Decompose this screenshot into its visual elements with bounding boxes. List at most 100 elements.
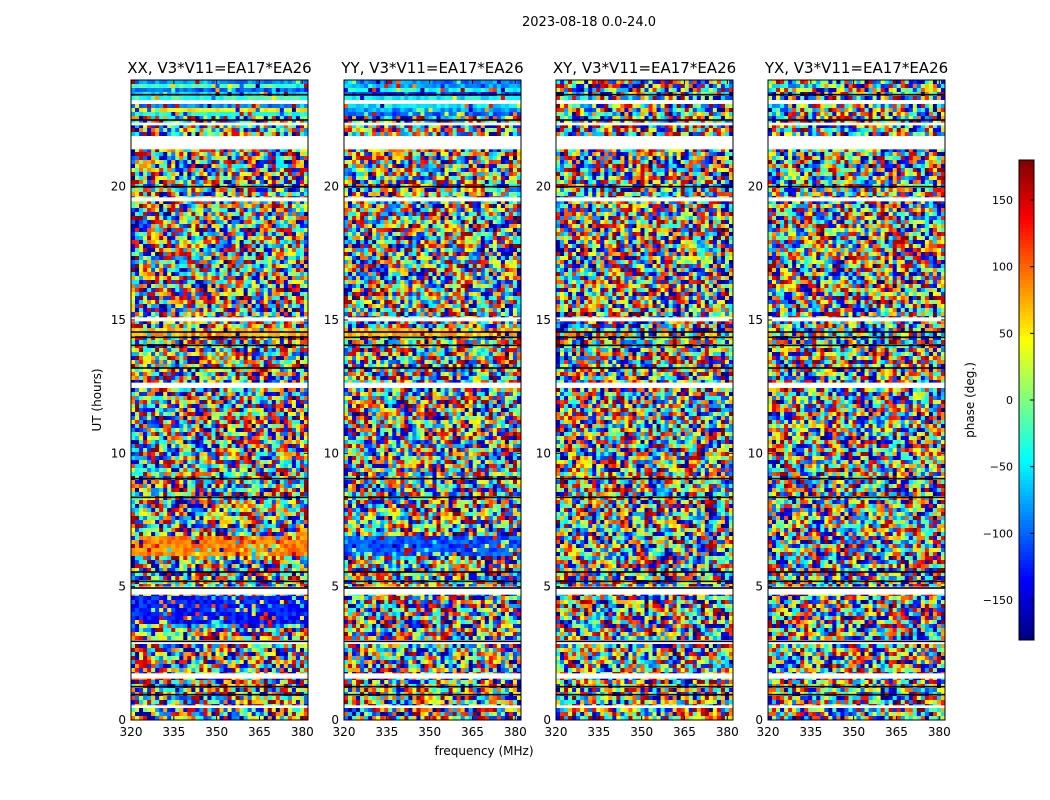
phase-image bbox=[344, 80, 521, 720]
x-tick-label: 335 bbox=[162, 725, 185, 739]
panel-frame bbox=[555, 79, 734, 721]
colorbar-segment bbox=[1019, 592, 1034, 597]
y-tick-label: 0 bbox=[543, 713, 551, 727]
colorbar-segment bbox=[1019, 188, 1034, 193]
panels: XX, V3*V11=EA17*EA26 320 335 350 365 380 0 5 10 1… bbox=[111, 59, 951, 739]
colorbar-segment bbox=[1019, 552, 1034, 557]
colorbar-segment bbox=[1019, 212, 1034, 217]
colorbar-segment bbox=[1019, 584, 1034, 589]
colorbar-segment bbox=[1019, 532, 1034, 537]
x-tick-label: 350 bbox=[418, 725, 441, 739]
colorbar-segment bbox=[1019, 560, 1034, 565]
colorbar-tick-label: 0 bbox=[1006, 394, 1013, 407]
colorbar-segment bbox=[1019, 612, 1034, 617]
colorbar-segment bbox=[1019, 428, 1034, 433]
colorbar-segment bbox=[1019, 540, 1034, 545]
colorbar-segment bbox=[1019, 376, 1034, 381]
colorbar-segment bbox=[1019, 208, 1034, 213]
colorbar-segment bbox=[1019, 308, 1034, 313]
colorbar-segment bbox=[1019, 372, 1034, 377]
colorbar-segment bbox=[1019, 196, 1034, 201]
colorbar-segment bbox=[1019, 464, 1034, 469]
colorbar-segment bbox=[1019, 528, 1034, 533]
y-tick-label: 10 bbox=[111, 446, 126, 460]
colorbar-segment bbox=[1019, 184, 1034, 189]
colorbar-segment bbox=[1019, 216, 1034, 221]
colorbar-segment bbox=[1019, 500, 1034, 505]
panel-title: YY, V3*V11=EA17*EA26 bbox=[340, 59, 523, 77]
colorbar-segment bbox=[1019, 360, 1034, 365]
panel-title: XY, V3*V11=EA17*EA26 bbox=[553, 59, 736, 77]
x-tick-label: 365 bbox=[461, 725, 484, 739]
y-tick-label: 10 bbox=[536, 446, 551, 460]
colorbar-segment bbox=[1019, 448, 1034, 453]
colorbar-segment bbox=[1019, 520, 1034, 525]
colorbar-segment bbox=[1019, 292, 1034, 297]
x-tick-label: 380 bbox=[928, 725, 951, 739]
colorbar: 150 100 50 0 −50 −100 −150 bbox=[983, 159, 1035, 641]
x-tick-label: 335 bbox=[799, 725, 822, 739]
panel-1: XX, V3*V11=EA17*EA26 320 335 350 365 380 0 5 10 1… bbox=[111, 59, 314, 739]
colorbar-segment bbox=[1019, 352, 1034, 357]
colorbar-tick-label: −50 bbox=[990, 461, 1013, 474]
panel-frame bbox=[343, 79, 522, 721]
colorbar-segment bbox=[1019, 288, 1034, 293]
colorbar-segment bbox=[1019, 244, 1034, 249]
colorbar-tick-label: −100 bbox=[983, 527, 1013, 540]
colorbar-segment bbox=[1019, 396, 1034, 401]
colorbar-segment bbox=[1019, 628, 1034, 633]
panel-title: YX, V3*V11=EA17*EA26 bbox=[764, 59, 948, 77]
colorbar-segment bbox=[1019, 344, 1034, 349]
colorbar-segment bbox=[1019, 248, 1034, 253]
colorbar-label: phase (deg.) bbox=[963, 362, 977, 438]
colorbar-tick-label: 100 bbox=[992, 261, 1013, 274]
colorbar-segment bbox=[1019, 556, 1034, 561]
colorbar-segment bbox=[1019, 580, 1034, 585]
y-axis-label: UT (hours) bbox=[90, 368, 104, 431]
colorbar-segment bbox=[1019, 324, 1034, 329]
colorbar-segment bbox=[1019, 256, 1034, 261]
colorbar-segment bbox=[1019, 616, 1034, 621]
colorbar-segment bbox=[1019, 192, 1034, 197]
y-tick-label: 5 bbox=[543, 580, 551, 594]
colorbar-segment bbox=[1019, 480, 1034, 485]
colorbar-segment bbox=[1019, 232, 1034, 237]
colorbar-segment bbox=[1019, 316, 1034, 321]
phase-image bbox=[768, 80, 945, 720]
panel-frame bbox=[767, 79, 946, 721]
x-tick-label: 350 bbox=[630, 725, 653, 739]
colorbar-segment bbox=[1019, 424, 1034, 429]
suptitle: 2023-08-18 0.0-24.0 bbox=[522, 15, 656, 30]
y-tick-label: 0 bbox=[755, 713, 763, 727]
y-tick-label: 0 bbox=[118, 713, 126, 727]
colorbar-segment bbox=[1019, 264, 1034, 269]
y-tick-label: 20 bbox=[536, 180, 551, 194]
colorbar-segment bbox=[1019, 492, 1034, 497]
phase-image bbox=[131, 80, 308, 720]
x-tick-label: 320 bbox=[757, 725, 780, 739]
colorbar-segment bbox=[1019, 228, 1034, 233]
colorbar-segment bbox=[1019, 572, 1034, 577]
colorbar-segment bbox=[1019, 260, 1034, 265]
colorbar-segment bbox=[1019, 488, 1034, 493]
colorbar-segment bbox=[1019, 240, 1034, 245]
y-tick-label: 15 bbox=[536, 313, 551, 327]
colorbar-segment bbox=[1019, 200, 1034, 205]
panel-2: YY, V3*V11=EA17*EA26 320 335 350 365 380 0 5 10 1… bbox=[324, 59, 527, 739]
colorbar-segment bbox=[1019, 588, 1034, 593]
colorbar-segment bbox=[1019, 544, 1034, 549]
phase-image bbox=[556, 80, 733, 720]
colorbar-segment bbox=[1019, 536, 1034, 541]
panel-title: XX, V3*V11=EA17*EA26 bbox=[127, 59, 311, 77]
colorbar-segment bbox=[1019, 364, 1034, 369]
colorbar-segment bbox=[1019, 180, 1034, 185]
y-tick-label: 5 bbox=[755, 580, 763, 594]
panel-frame bbox=[130, 79, 309, 721]
colorbar-segment bbox=[1019, 576, 1034, 581]
y-tick-label: 10 bbox=[748, 446, 763, 460]
colorbar-segment bbox=[1019, 408, 1034, 413]
colorbar-segment bbox=[1019, 608, 1034, 613]
colorbar-segment bbox=[1019, 432, 1034, 437]
colorbar-segment bbox=[1019, 392, 1034, 397]
